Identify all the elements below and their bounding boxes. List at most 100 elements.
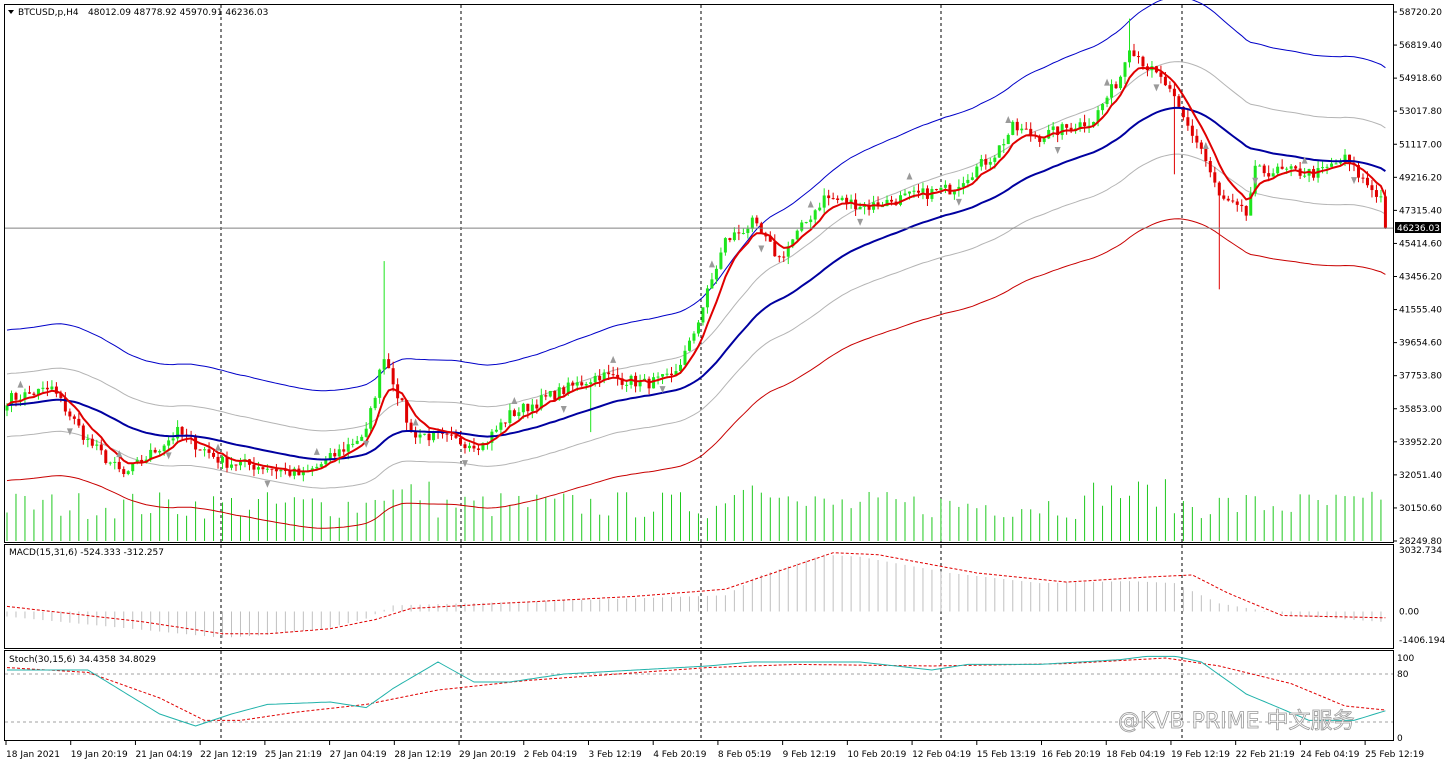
candle-body bbox=[463, 444, 467, 449]
candle-body bbox=[319, 464, 323, 467]
fractal-down-icon bbox=[66, 428, 73, 436]
candle-body bbox=[95, 444, 99, 446]
candle-body bbox=[1065, 124, 1069, 128]
candle-body bbox=[382, 359, 386, 370]
candle-body bbox=[840, 197, 844, 200]
candle-body bbox=[23, 392, 27, 400]
candle-body bbox=[360, 436, 364, 441]
candle-body bbox=[445, 433, 449, 435]
candle-body bbox=[1204, 148, 1208, 162]
candle-body bbox=[1258, 165, 1262, 167]
candle-body bbox=[261, 467, 265, 470]
candle-body bbox=[512, 410, 516, 417]
candle-body bbox=[72, 416, 76, 419]
candle-body bbox=[324, 458, 328, 465]
price-tick-label: 54918.60 bbox=[1399, 74, 1442, 84]
candle-body bbox=[1047, 129, 1051, 139]
stoch-series bbox=[6, 655, 1386, 727]
stoch-main-line bbox=[7, 655, 1386, 727]
price-panel[interactable] bbox=[4, 4, 1394, 543]
fractal-up-icon bbox=[313, 447, 320, 455]
candle-body bbox=[400, 398, 404, 401]
candle-body bbox=[405, 400, 409, 423]
candle-body bbox=[620, 378, 624, 385]
candle-body bbox=[696, 322, 700, 334]
stoch-panel[interactable] bbox=[4, 650, 1394, 741]
candle-body bbox=[652, 377, 656, 389]
candle-body bbox=[1267, 173, 1271, 177]
dropdown-triangle-icon[interactable] bbox=[8, 10, 14, 14]
fractal-down-icon bbox=[659, 386, 666, 394]
candle-body bbox=[81, 425, 85, 440]
macd-panel[interactable] bbox=[4, 544, 1394, 649]
candle-body bbox=[1060, 124, 1064, 136]
candle-body bbox=[1128, 50, 1131, 63]
candle-body bbox=[450, 434, 454, 436]
candle-body bbox=[117, 461, 121, 470]
time-tick-label: 25 Feb 12:19 bbox=[1365, 750, 1424, 760]
fractal-down-icon bbox=[1054, 147, 1061, 155]
candle-body bbox=[1024, 128, 1028, 130]
candle-body bbox=[943, 184, 947, 188]
stoch-label: Stoch(30,15,6) 34.4358 34.8029 bbox=[9, 655, 156, 665]
candle-body bbox=[1186, 117, 1190, 126]
candle-body bbox=[454, 435, 458, 438]
price-tick-label: 58720.20 bbox=[1399, 8, 1442, 18]
candle-body bbox=[1213, 172, 1217, 183]
candle-body bbox=[50, 386, 54, 390]
candle-body bbox=[1002, 144, 1006, 146]
candle-body bbox=[252, 464, 256, 470]
candle-body bbox=[732, 232, 736, 241]
candle-body bbox=[1370, 185, 1374, 191]
time-tick-label: 3 Feb 12:19 bbox=[588, 750, 642, 760]
candle-body bbox=[1361, 177, 1365, 179]
candle-body bbox=[777, 256, 781, 258]
candle-body bbox=[539, 395, 543, 409]
macd-signal-line bbox=[6, 552, 1386, 635]
candle-body bbox=[104, 450, 108, 463]
candle-body bbox=[1325, 166, 1329, 168]
candle-body bbox=[221, 456, 225, 463]
candle-body bbox=[907, 191, 911, 194]
time-tick-label: 29 Jan 20:19 bbox=[459, 750, 516, 760]
candle-body bbox=[1217, 182, 1221, 196]
candle-body bbox=[557, 387, 561, 400]
fractal-up-icon bbox=[511, 397, 518, 405]
candle-body bbox=[1240, 204, 1244, 207]
candle-body bbox=[948, 184, 952, 195]
fractal-down-icon bbox=[1351, 177, 1357, 185]
candle-body bbox=[212, 452, 216, 457]
candle-body bbox=[786, 246, 790, 257]
candle-body bbox=[432, 431, 436, 441]
macd-tick-label: 0.00 bbox=[1399, 607, 1419, 617]
candle-body bbox=[342, 449, 346, 452]
candle-body bbox=[355, 440, 359, 444]
candle-body bbox=[1280, 166, 1284, 169]
candle-body bbox=[1321, 167, 1325, 169]
candle-body bbox=[270, 468, 274, 470]
candle-body bbox=[755, 217, 759, 224]
candle-body bbox=[975, 166, 979, 178]
candle-body bbox=[544, 395, 548, 397]
candle-body bbox=[997, 145, 1001, 158]
ohlc-label: 48012.09 48778.92 45970.91 46236.03 bbox=[88, 8, 268, 18]
candlesticks bbox=[5, 18, 1387, 482]
candle-body bbox=[916, 190, 920, 193]
volume-bars bbox=[6, 479, 1382, 541]
candle-body bbox=[521, 403, 525, 413]
stoch-tick-label: 100 bbox=[1397, 654, 1414, 664]
candle-body bbox=[1235, 201, 1239, 205]
candle-body bbox=[616, 374, 620, 379]
candle-body bbox=[1006, 134, 1010, 145]
candle-body bbox=[526, 403, 530, 412]
candle-body bbox=[1042, 138, 1046, 142]
time-tick-label: 16 Feb 20:19 bbox=[1042, 750, 1101, 760]
candle-body bbox=[1038, 136, 1042, 142]
symbol-label: BTCUSD,p,H4 bbox=[18, 8, 79, 18]
candle-body bbox=[414, 430, 418, 438]
candle-body bbox=[283, 469, 287, 471]
candle-body bbox=[979, 158, 983, 167]
candle-body bbox=[1343, 154, 1347, 163]
candle-body bbox=[876, 202, 880, 207]
